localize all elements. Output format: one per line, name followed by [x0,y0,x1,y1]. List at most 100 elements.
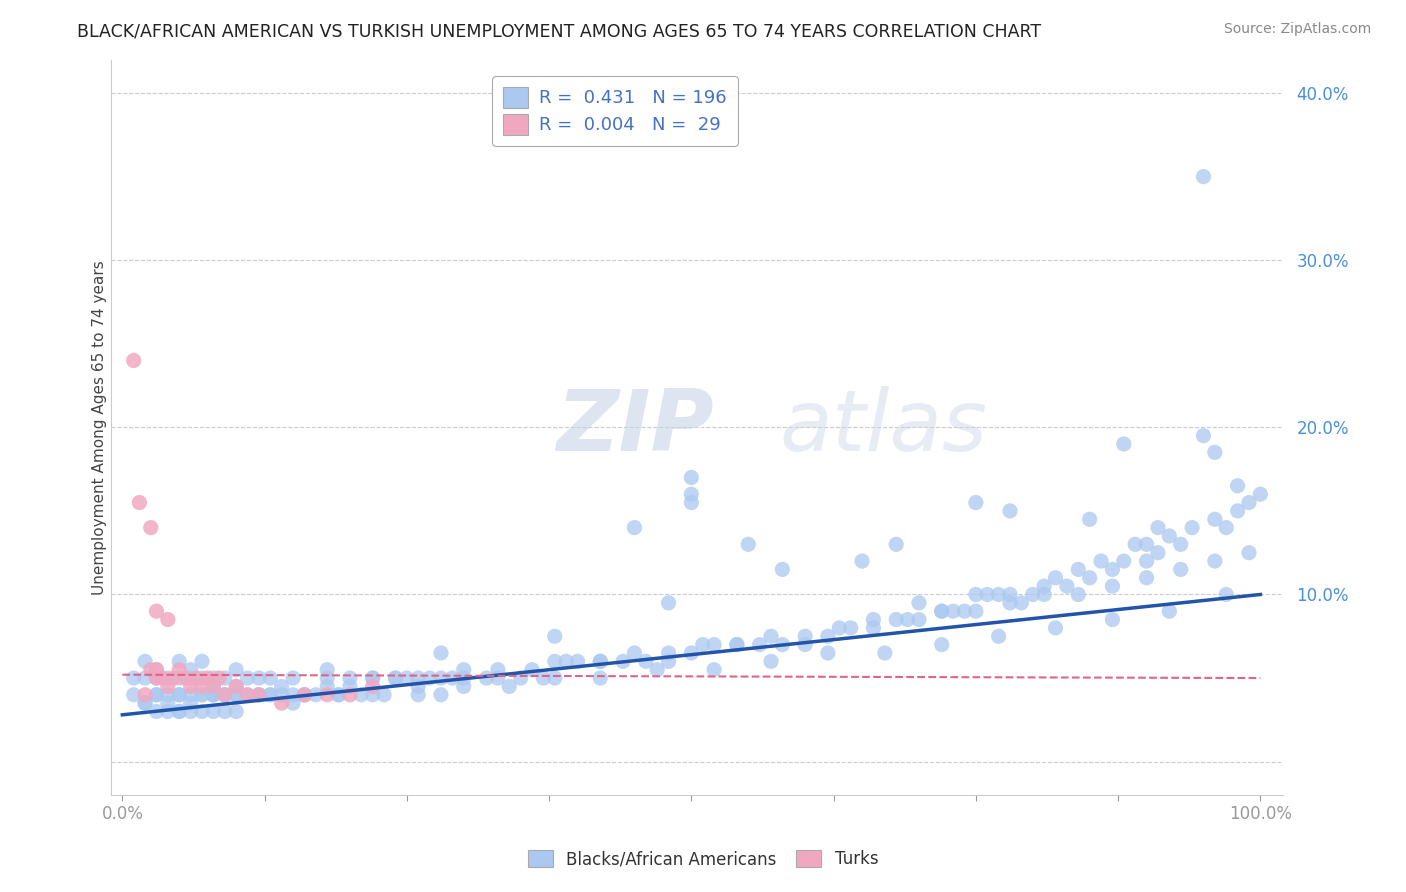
Point [612,654,634,668]
Point [544,671,567,685]
Point [544,629,567,643]
Point [406,671,429,685]
Point [197,671,219,685]
Point [406,680,429,694]
Point [145,705,167,719]
Point [1237,495,1260,509]
Point [794,629,817,643]
Point [1135,571,1157,585]
Point [134,654,156,668]
Point [908,596,931,610]
Legend: Blacks/African Americans, Turks: Blacks/African Americans, Turks [522,843,884,875]
Point [623,646,645,660]
Point [896,613,918,627]
Point [1112,554,1135,568]
Point [1090,554,1112,568]
Point [134,696,156,710]
Point [384,671,406,685]
Point [214,671,236,685]
Point [202,688,225,702]
Point [316,671,339,685]
Point [645,663,668,677]
Point [247,688,270,702]
Point [953,604,976,618]
Point [139,663,162,677]
Point [122,671,145,685]
Point [737,537,759,551]
Point [145,688,167,702]
Point [1135,537,1157,551]
Point [259,688,281,702]
Point [453,680,475,694]
Point [373,688,395,702]
Point [214,705,236,719]
Point [531,671,554,685]
Point [225,688,247,702]
Point [247,688,270,702]
Point [191,671,214,685]
Point [236,688,259,702]
Point [180,696,202,710]
Point [145,688,167,702]
Point [634,654,657,668]
Point [475,671,498,685]
Point [225,688,247,702]
Point [748,638,770,652]
Point [794,638,817,652]
Point [162,671,184,685]
Point [214,688,236,702]
Point [1192,428,1215,442]
Point [589,654,612,668]
Point [134,688,156,702]
Point [294,688,316,702]
Point [681,487,703,501]
Point [441,671,464,685]
Point [1010,596,1032,610]
Point [1067,587,1090,601]
Point [839,621,862,635]
Point [202,680,225,694]
Point [202,688,225,702]
Point [145,663,167,677]
Point [862,621,884,635]
Point [589,671,612,685]
Point [180,705,202,719]
Point [1147,546,1170,560]
Point [225,663,247,677]
Point [965,587,987,601]
Point [430,671,453,685]
Point [1101,579,1123,593]
Point [1170,537,1192,551]
Point [1204,512,1226,526]
Point [174,671,197,685]
Point [361,671,384,685]
Point [692,638,714,652]
Point [270,688,292,702]
Point [1237,546,1260,560]
Point [156,671,179,685]
Point [225,705,247,719]
Text: ZIP: ZIP [557,386,714,469]
Point [167,688,190,702]
Point [703,638,725,652]
Text: BLACK/AFRICAN AMERICAN VS TURKISH UNEMPLOYMENT AMONG AGES 65 TO 74 YEARS CORRELA: BLACK/AFRICAN AMERICAN VS TURKISH UNEMPL… [77,22,1042,40]
Point [350,688,373,702]
Point [339,680,361,694]
Point [1204,445,1226,459]
Point [998,587,1021,601]
Point [328,688,350,702]
Point [167,654,190,668]
Point [486,663,509,677]
Point [498,680,520,694]
Point [1249,487,1271,501]
Point [167,705,190,719]
Point [567,654,589,668]
Point [430,688,453,702]
Point [270,680,292,694]
Point [281,696,304,710]
Point [225,680,247,694]
Point [658,646,681,660]
Point [122,688,145,702]
Point [202,705,225,719]
Point [703,663,725,677]
